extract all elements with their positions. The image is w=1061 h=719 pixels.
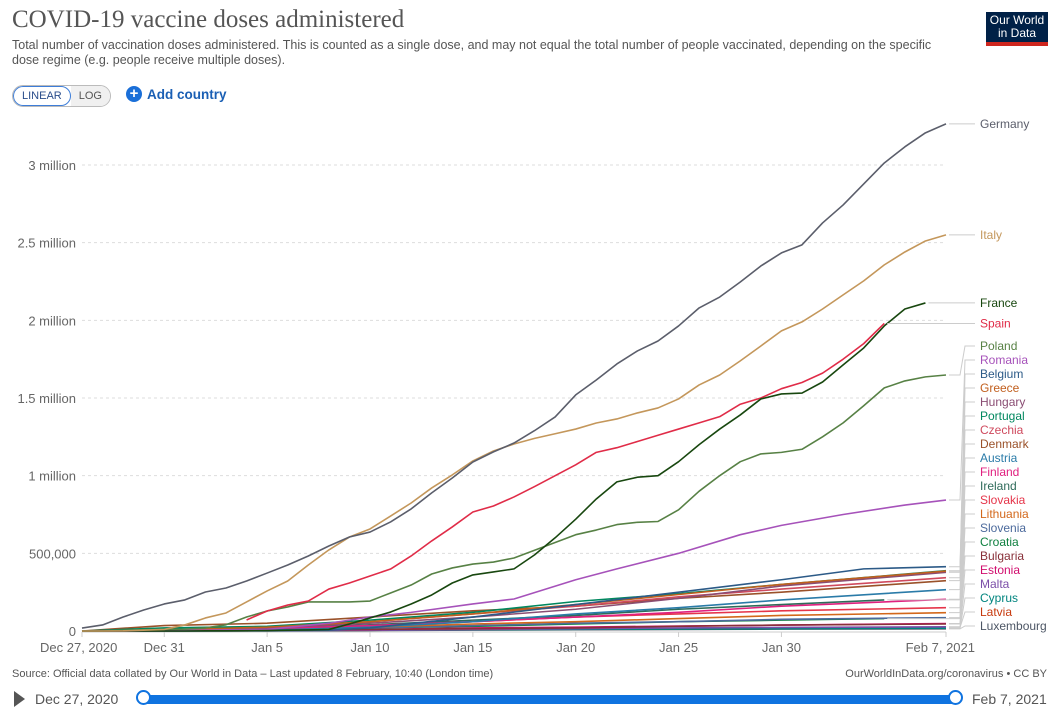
chart-subtitle: Total number of vaccination doses admini… (12, 38, 932, 67)
legend-connector (887, 485, 975, 601)
timeline-start-handle[interactable] (136, 690, 151, 705)
y-tick-label: 0 (69, 624, 76, 639)
legend-connector (949, 625, 975, 630)
legend-label-czechia[interactable]: Czechia (980, 423, 1024, 437)
series-line-portugal (81, 569, 947, 632)
y-tick-label: 3 million (28, 158, 76, 173)
legend-connector (949, 583, 975, 628)
y-tick-label: 2.5 million (17, 236, 76, 251)
legend-label-ireland[interactable]: Ireland (980, 479, 1017, 493)
legend-label-france[interactable]: France (980, 296, 1018, 310)
add-country-button[interactable]: + Add country (126, 86, 227, 102)
credit-link[interactable]: OurWorldInData.org/coronavirus • CC BY (845, 668, 1047, 680)
x-tick-label: Dec 31 (144, 640, 185, 655)
series-line-spain (246, 322, 885, 621)
legend-label-denmark[interactable]: Denmark (980, 437, 1030, 451)
series-line-romania (81, 499, 947, 632)
timeline-track[interactable] (144, 695, 956, 704)
scale-toggle[interactable]: LINEAR LOG (12, 85, 111, 107)
x-tick-label: Jan 5 (251, 640, 283, 655)
logo-line-2: in Data (997, 26, 1037, 40)
series-line-poland (82, 374, 947, 632)
play-icon[interactable] (14, 691, 25, 707)
legend-label-spain[interactable]: Spain (980, 316, 1011, 330)
legend-label-portugal[interactable]: Portugal (980, 409, 1025, 423)
linear-scale-button[interactable]: LINEAR (13, 86, 71, 106)
series-line-france (82, 302, 926, 632)
legend-label-bulgaria[interactable]: Bulgaria (980, 549, 1024, 563)
legend-label-slovakia[interactable]: Slovakia (980, 493, 1026, 507)
legend-label-belgium[interactable]: Belgium (980, 367, 1023, 381)
chart-title: COVID-19 vaccine doses administered (12, 6, 405, 33)
legend-label-lithuania[interactable]: Lithuania (980, 507, 1029, 521)
x-tick-label: Jan 25 (659, 640, 698, 655)
legend-connector (949, 345, 975, 376)
x-tick-label: Dec 27, 2020 (40, 640, 117, 655)
y-tick-label: 1 million (28, 469, 76, 484)
series-line-greece (81, 570, 947, 632)
plus-circle-icon: + (126, 86, 142, 102)
legend-label-austria[interactable]: Austria (980, 451, 1018, 465)
legend-label-malta[interactable]: Malta (980, 577, 1010, 591)
x-tick-label: Jan 20 (556, 640, 595, 655)
logo-line-1: Our World (989, 13, 1045, 27)
series-line-italy (82, 234, 947, 632)
x-tick-label: Jan 10 (350, 640, 389, 655)
y-tick-label: 1.5 million (17, 391, 76, 406)
y-tick-label: 500,000 (29, 546, 76, 561)
legend-label-italy[interactable]: Italy (980, 228, 1002, 242)
x-tick-label: Jan 30 (762, 640, 801, 655)
legend-label-slovenia[interactable]: Slovenia (980, 521, 1026, 535)
legend-label-hungary[interactable]: Hungary (980, 395, 1025, 409)
x-tick-label: Feb 7, 2021 (906, 640, 975, 655)
legend-connector (949, 359, 975, 501)
x-tick-label: Jan 15 (453, 640, 492, 655)
timeline-start-label: Dec 27, 2020 (35, 691, 119, 707)
timeline-end-handle[interactable] (948, 690, 963, 705)
legend-label-germany[interactable]: Germany (980, 117, 1029, 131)
timeline-end-label: Feb 7, 2021 (972, 691, 1047, 707)
legend-label-finland[interactable]: Finland (980, 465, 1019, 479)
legend-connector (949, 569, 975, 625)
legend-connector (887, 541, 975, 620)
owid-logo[interactable]: Our World in Data (986, 12, 1048, 46)
y-tick-label: 2 million (28, 313, 76, 328)
legend-label-romania[interactable]: Romania (980, 353, 1028, 367)
legend-label-greece[interactable]: Greece (980, 381, 1020, 395)
legend-connector (949, 611, 975, 629)
legend-label-croatia[interactable]: Croatia (980, 535, 1019, 549)
series-line-denmark (81, 579, 947, 632)
legend-label-poland[interactable]: Poland (980, 339, 1017, 353)
add-country-label: Add country (147, 86, 227, 102)
source-note: Source: Official data collated by Our Wo… (12, 668, 494, 680)
legend-label-latvia[interactable]: Latvia (980, 605, 1012, 619)
legend-connector (949, 513, 975, 614)
series-line-germany (81, 123, 947, 629)
legend-label-luxembourg[interactable]: Luxembourg (980, 619, 1047, 633)
log-scale-button[interactable]: LOG (70, 86, 110, 106)
legend-label-cyprus[interactable]: Cyprus (980, 591, 1018, 605)
legend-connector (949, 597, 975, 629)
line-chart: 0 500,000 1 million 1.5 million 2 million 2.5… (17, 117, 1047, 655)
legend-label-estonia[interactable]: Estonia (980, 563, 1020, 577)
